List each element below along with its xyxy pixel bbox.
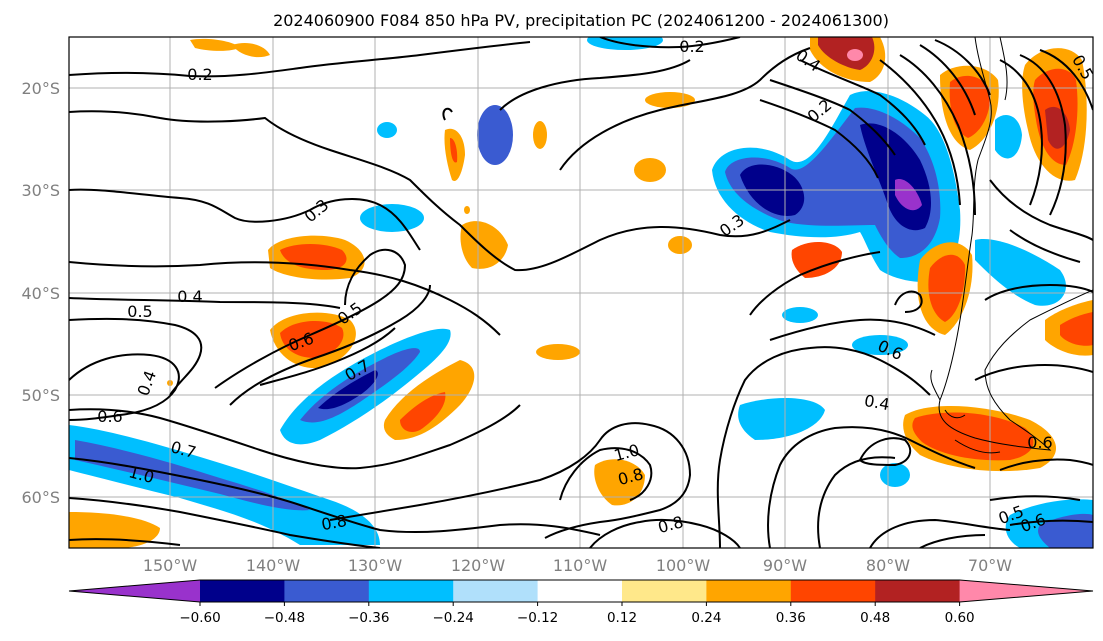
colorbar-tick-label: 0.36 <box>776 610 806 626</box>
contour-label: 0.8 <box>320 511 348 534</box>
lon-label: 140°W <box>246 556 301 575</box>
neg-anomaly-band-central-max <box>318 370 378 410</box>
lon-label: 150°W <box>143 556 198 575</box>
pos-anomaly-18-core <box>1060 312 1093 346</box>
precipitation-shading <box>69 37 1093 548</box>
colorbar-extend-max <box>959 580 1093 602</box>
colorbar: −0.60 −0.48 −0.36 −0.24 −0.12 0.12 0.24 0.36 0.4… <box>68 579 1094 626</box>
pos-anomaly-9 <box>668 236 692 254</box>
colorbar-segment <box>706 580 792 602</box>
coastline <box>930 37 1093 454</box>
lon-label: 110°W <box>553 556 608 575</box>
colorbar-segment <box>284 580 370 602</box>
neg-anomaly-patch-se-core <box>1038 513 1093 548</box>
lat-label: 40°S <box>21 284 60 303</box>
pos-anomaly-16-core <box>949 75 991 138</box>
pos-anomaly-5-core <box>450 138 458 163</box>
neg-anomaly-patch-7 <box>738 398 825 440</box>
colorbar-segment <box>790 580 876 602</box>
colorbar-segment <box>622 580 707 602</box>
lon-label: 130°W <box>348 556 403 575</box>
pos-anomaly-12 <box>791 241 842 278</box>
contour-label: 0.6 <box>1027 433 1052 452</box>
pos-anomaly-small-b <box>464 206 470 214</box>
colorbar-extend-min <box>69 580 200 602</box>
longitude-labels: 150°W 140°W 130°W 120°W 110°W 100°W 90°W… <box>143 556 1012 575</box>
pos-anomaly-10 <box>536 344 580 360</box>
neg-anomaly-patch-2 <box>377 122 397 138</box>
neg-anomaly-band-sw-core <box>75 440 310 511</box>
figure-title: 2024060900 F084 850 hPa PV, precipitatio… <box>273 11 889 30</box>
latitude-labels: 20°S 30°S 40°S 50°S 60°S <box>21 79 60 507</box>
contour-label: 0.4 <box>863 391 891 414</box>
neg-anomaly-main-peak <box>895 179 922 211</box>
pos-anomaly-15-core <box>818 37 875 70</box>
neg-anomaly-patch-9 <box>975 239 1066 306</box>
contour-label: 0.4 <box>177 287 202 306</box>
pos-anomaly-7 <box>645 92 695 108</box>
lat-label: 30°S <box>21 181 60 200</box>
colorbar-segment <box>453 580 539 602</box>
pos-anomaly-2-core <box>280 321 344 358</box>
colorbar-tick-label: −0.24 <box>433 610 474 626</box>
colorbar-tick-label: −0.60 <box>179 610 220 626</box>
colorbar-segment <box>200 580 285 602</box>
pv-contours <box>69 37 1093 548</box>
pos-anomaly-15-peak <box>847 49 863 61</box>
lon-label: 70°W <box>968 556 1012 575</box>
pos-anomaly-13-core <box>928 254 966 322</box>
pos-anomaly-nw <box>190 38 270 58</box>
neg-anomaly-main-core <box>740 123 932 231</box>
colorbar-tick-label: 0.24 <box>691 610 721 626</box>
contour-label: 0.2 <box>187 65 212 84</box>
colorbar-tick-label: 0.60 <box>945 610 975 626</box>
contour-label: 0.2 <box>679 37 704 56</box>
colorbar-tick-label: −0.48 <box>264 610 305 626</box>
colorbar-segment <box>537 580 623 602</box>
neg-anomaly-patch-3 <box>360 204 424 232</box>
pos-anomaly-6 <box>533 121 547 149</box>
colorbar-tick-label: −0.12 <box>517 610 558 626</box>
lat-label: 60°S <box>21 488 60 507</box>
lon-label: 120°W <box>451 556 506 575</box>
colorbar-tick-label: 0.48 <box>860 610 890 626</box>
lon-label: 100°W <box>656 556 711 575</box>
neg-anomaly-patch-1 <box>477 105 513 165</box>
colorbar-tick-label: 0.12 <box>607 610 637 626</box>
colorbar-tick-label: −0.36 <box>348 610 389 626</box>
lat-label: 50°S <box>21 386 60 405</box>
pos-anomaly-8 <box>634 158 666 182</box>
colorbar-segment <box>368 580 454 602</box>
pos-anomaly-3-core <box>400 392 446 432</box>
map-panel: 0.2 0.2 0.4 0.2 0.3 0.3 0.4 0.5 0.5 0.6 … <box>68 36 1094 549</box>
pos-anomaly-11 <box>594 459 645 506</box>
neg-anomaly-patch-5 <box>782 307 818 323</box>
contour-label: 0.5 <box>127 302 152 321</box>
pos-anomaly-14-core <box>912 412 1034 461</box>
colorbar-segment <box>875 580 961 602</box>
lon-label: 90°W <box>763 556 807 575</box>
contour-label: 0.6 <box>97 407 122 426</box>
neg-anomaly-patch-8 <box>880 463 910 487</box>
map-frame <box>68 36 1094 549</box>
neg-anomaly-patch-6 <box>852 335 908 355</box>
neg-anomaly-patch-ne <box>995 115 1022 159</box>
gridlines <box>69 37 1093 548</box>
lon-label: 80°W <box>866 556 910 575</box>
lat-label: 20°S <box>21 79 60 98</box>
